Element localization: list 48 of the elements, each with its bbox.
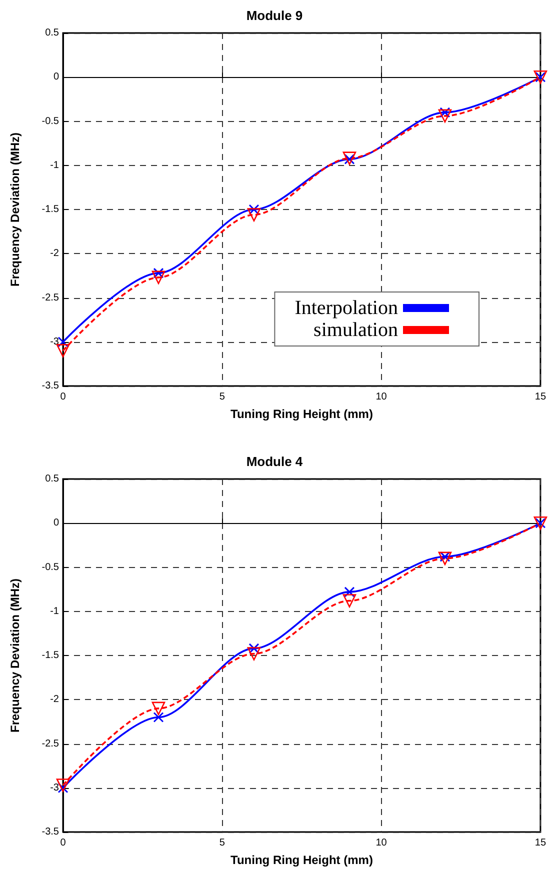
y-tick-label: -0.5 (42, 562, 60, 573)
y-tick-label: -2.5 (42, 292, 60, 304)
point (247, 647, 261, 660)
y-tick-label: -0.5 (42, 116, 60, 127)
y-tick-label: 0.5 (45, 474, 60, 484)
chart-title: Module 9 (246, 8, 303, 23)
x-tick-label: 15 (534, 838, 546, 848)
y-tick-label: 0.5 (45, 28, 60, 38)
y-tick-label: 0 (53, 72, 60, 83)
y-tick-label: -2 (50, 248, 60, 260)
point (58, 336, 68, 348)
x-axis-title: Tuning Ring Height (mm) (230, 407, 373, 421)
point (56, 344, 70, 358)
y-tick-label: -1 (50, 606, 60, 617)
x-tick-label: 5 (219, 392, 226, 402)
point (58, 782, 68, 794)
point (248, 643, 260, 654)
y-tick-label: -1.5 (42, 204, 60, 215)
x-tick-label: 0 (60, 392, 66, 402)
point (438, 552, 452, 566)
x-tick-label: 0 (60, 838, 66, 848)
point (438, 109, 452, 123)
y-tick-label: -3.5 (42, 380, 60, 392)
x-axis-title: Tuning Ring Height (mm) (230, 853, 373, 867)
x-tick-label: 15 (534, 392, 546, 402)
x-tick-label: 10 (376, 392, 388, 402)
point (248, 204, 260, 215)
x-tick-label: 5 (219, 838, 226, 848)
y-tick-label: -3 (50, 782, 60, 794)
point (344, 586, 355, 598)
point (342, 594, 356, 608)
point (153, 712, 164, 723)
y-tick-label: -3.5 (42, 826, 60, 838)
point (152, 702, 166, 716)
legend-label: simulation (314, 319, 398, 341)
chart-title: Module 4 (246, 454, 304, 469)
y-tick-label: -2 (50, 694, 60, 706)
y-tick-label: -1.5 (42, 650, 60, 661)
y-tick-label: -2.5 (42, 738, 60, 750)
x-tick-label: 10 (376, 838, 388, 848)
y-tick-label: 0 (53, 518, 60, 529)
y-tick-label: -1 (50, 160, 60, 171)
point (152, 270, 166, 284)
y-axis-title: Frequency Deviation (MHz) (8, 132, 22, 287)
y-tick-label: -3 (50, 336, 60, 348)
legend-label: Interpolation (294, 297, 398, 319)
y-axis-title: Frequency Deviation (MHz) (8, 578, 22, 733)
point (247, 208, 261, 222)
